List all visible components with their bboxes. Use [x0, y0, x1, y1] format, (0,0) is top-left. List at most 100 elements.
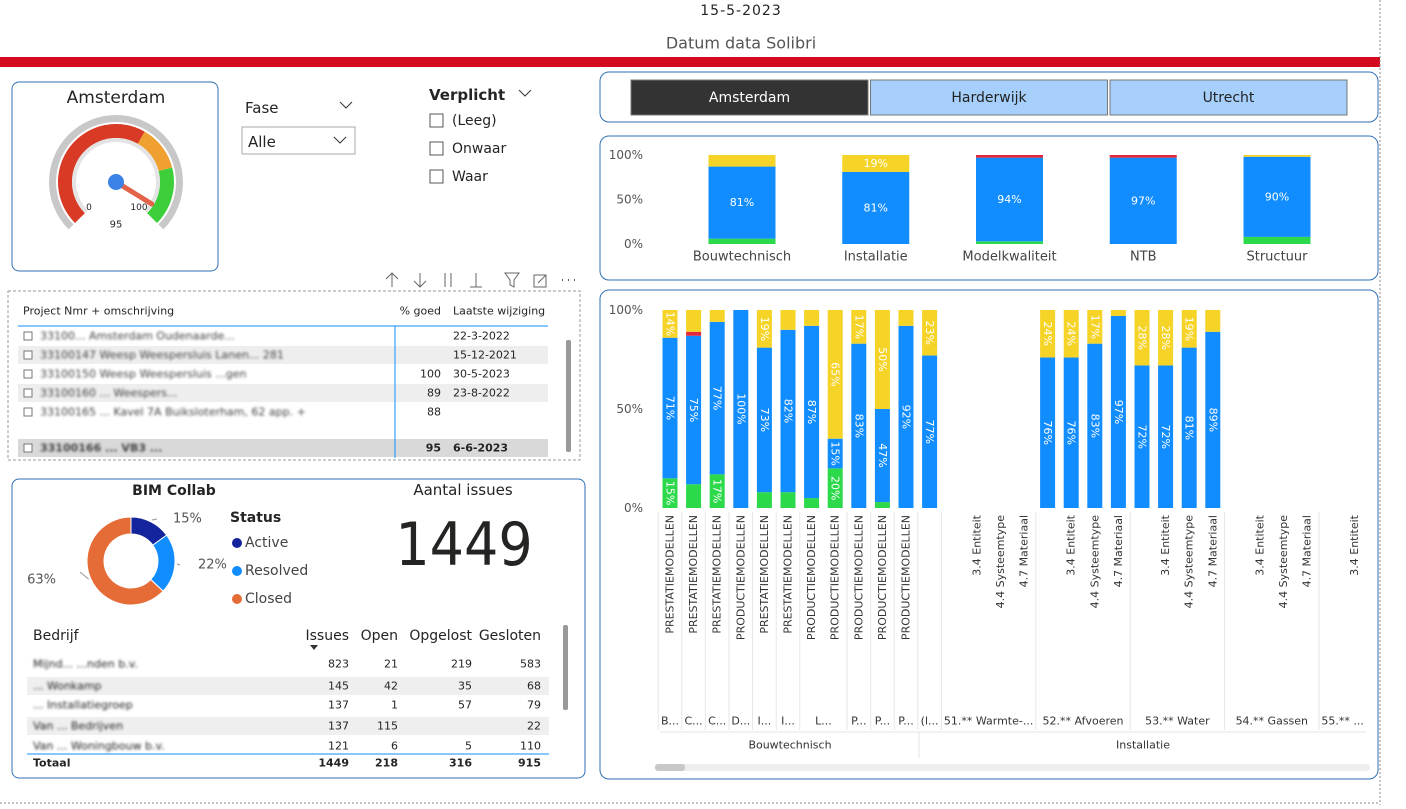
expand-icon[interactable] [23, 388, 33, 398]
cell: 22 [527, 720, 541, 733]
expand-icon[interactable] [23, 350, 33, 360]
city-button[interactable] [870, 79, 1108, 116]
checkbox[interactable] [429, 169, 444, 184]
group-label: D... [731, 715, 750, 728]
bar-segment [804, 325, 820, 499]
data-label: 65% [829, 362, 842, 386]
data-label: 83% [852, 414, 865, 438]
group-label: L... [815, 715, 832, 728]
bar-segment [780, 310, 796, 330]
bar-segment [922, 310, 938, 356]
icon[interactable] [444, 273, 452, 287]
group-label: P... [875, 715, 890, 728]
total: 1449 [318, 757, 349, 770]
data-label: 89% [1206, 408, 1219, 432]
bar-segment [804, 310, 820, 326]
icon[interactable] [385, 272, 399, 287]
expand-icon[interactable] [23, 369, 33, 379]
x-tick-label: Installatie [844, 250, 908, 265]
cell: 121 [328, 740, 349, 753]
cell: 21 [384, 658, 398, 671]
expand-icon[interactable] [23, 443, 33, 453]
city-button[interactable] [1109, 79, 1348, 116]
data-label: 15% [829, 441, 842, 465]
x-tick-label: PRESTATIEMODELLEN [711, 515, 724, 634]
data-label: 94% [997, 193, 1021, 206]
icon[interactable] [470, 273, 482, 288]
bar-segment [898, 325, 914, 508]
city-button[interactable] [630, 79, 869, 116]
x-tick-label: PRODUCTIEMODELLEN [852, 515, 865, 640]
data-label: 19% [1183, 317, 1196, 341]
row-bg [18, 384, 548, 402]
bar-segment [756, 310, 772, 348]
bar-segment [686, 335, 702, 485]
group-label: 51.** Warmte-... [944, 715, 1034, 728]
bar-segment [708, 238, 776, 244]
column-header: Open [361, 628, 398, 644]
y-tick-label: 100% [609, 148, 643, 162]
sort-arrow [310, 645, 318, 650]
group-label: P... [898, 715, 913, 728]
chevron[interactable] [518, 89, 532, 97]
icon[interactable] [533, 274, 547, 288]
last-change: 15-12-2021 [453, 349, 517, 362]
bar-segment [1243, 156, 1311, 237]
data-label: 24% [1041, 322, 1054, 346]
bar-segment [842, 155, 910, 172]
x-tick-label: 3.4 Entiteit [1159, 514, 1172, 575]
group-label: 52.** Afvoeren [1042, 715, 1123, 728]
pie-slice [86, 516, 164, 606]
data-label: 72% [1159, 424, 1172, 448]
cell: 115 [377, 720, 398, 733]
bar-segment [804, 498, 820, 508]
pie-label: 15% [173, 512, 202, 527]
data-label: 71% [664, 396, 677, 420]
data-label: 19% [758, 317, 771, 341]
last-change: 23-8-2022 [453, 387, 510, 400]
data-label: 72% [1136, 424, 1149, 448]
icon[interactable] [413, 273, 427, 288]
cell: 79 [527, 699, 541, 712]
cell: 145 [328, 680, 349, 693]
dropdown[interactable] [241, 126, 356, 155]
total: 218 [375, 757, 398, 770]
bar-segment [1158, 365, 1174, 508]
data-label: 50% [876, 347, 889, 371]
project-name: 33100160 ... Weespers... [40, 387, 177, 400]
header-bar [0, 57, 1380, 67]
scrollbar [563, 625, 568, 710]
data-label: 81% [730, 196, 754, 209]
slicer-title: Fase [245, 99, 279, 117]
icon[interactable] [504, 272, 520, 288]
data-label: 77% [711, 386, 724, 410]
group-label: Installatie [1116, 739, 1170, 752]
data-label: 81% [864, 201, 888, 214]
row-bg [27, 717, 549, 735]
visual-toolbar [385, 272, 575, 288]
cell: 6 [391, 740, 398, 753]
bar-segment [662, 310, 678, 338]
data-label: 47% [876, 443, 889, 467]
card-title: Aantal issues [413, 481, 513, 499]
checkbox[interactable] [429, 113, 444, 128]
checkbox[interactable] [429, 141, 444, 156]
gauge-title: Amsterdam [67, 88, 166, 108]
gauge-ring [49, 114, 184, 230]
scroll-thumb[interactable] [655, 764, 685, 771]
column-header: Opgelost [409, 628, 472, 644]
bar-segment [780, 329, 796, 493]
card-title: BIM Collab [132, 483, 216, 499]
bar-segment [842, 171, 910, 244]
bar-segment [1087, 343, 1103, 508]
x-tick-label: 4.4 Systeemtype [1183, 515, 1196, 609]
bar-segment [756, 347, 772, 493]
chevron[interactable] [339, 101, 353, 109]
expand-icon[interactable] [23, 407, 33, 417]
bar-segment [1110, 310, 1126, 316]
x-tick-label: 4.4 Systeemtype [1277, 515, 1290, 609]
last-change: 22-3-2022 [453, 330, 510, 343]
bar-segment [708, 166, 776, 239]
expand-icon[interactable] [23, 331, 33, 341]
